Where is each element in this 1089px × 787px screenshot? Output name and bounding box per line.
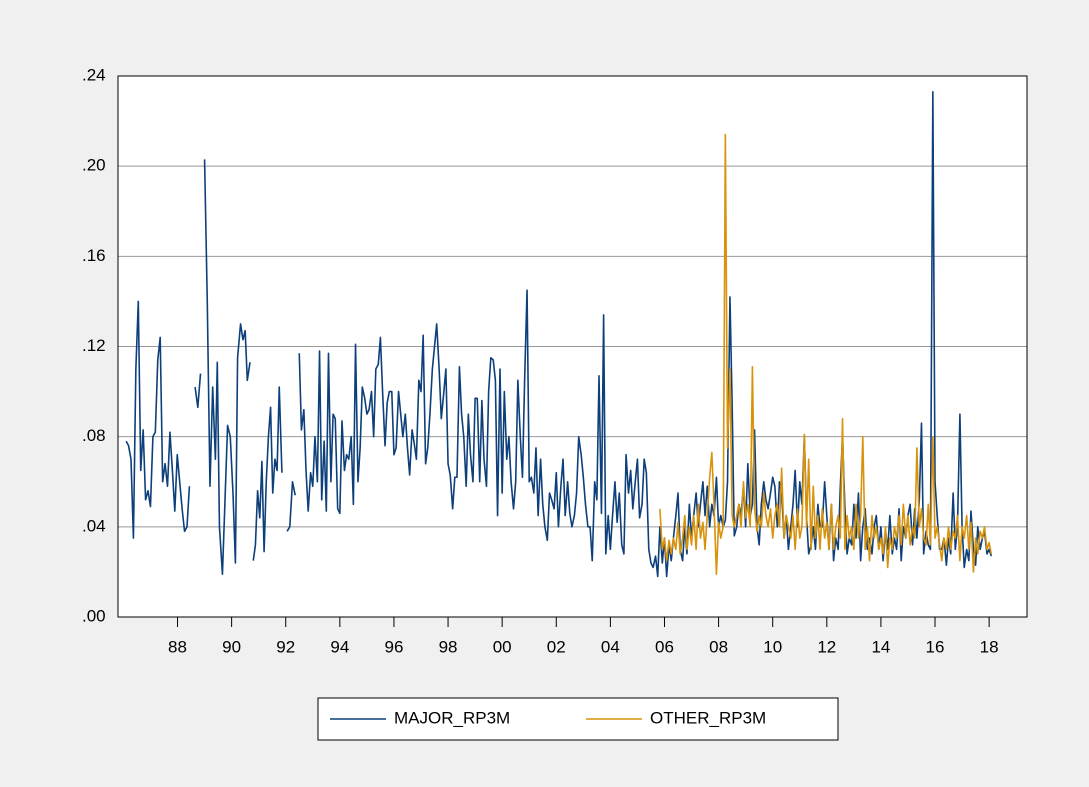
y-tick-label: .00 <box>82 606 106 625</box>
axes: .00 .04 .08 .12 .16 .20 .24 88 90 92 94 96 98 00 02 04 0… <box>82 65 999 656</box>
y-tick-label: .08 <box>82 426 106 445</box>
x-tick-label: 14 <box>871 637 890 656</box>
lines <box>125 90 993 578</box>
x-tick-label: 12 <box>817 637 836 656</box>
plot-frame <box>117 75 1028 618</box>
y-tick-label: .20 <box>82 156 106 175</box>
legend-label: OTHER_RP3M <box>650 708 766 727</box>
x-tick-label: 06 <box>655 637 674 656</box>
x-tick-label: 92 <box>276 637 295 656</box>
legend: MAJOR_RP3M OTHER_RP3M <box>330 708 766 727</box>
x-tick-label: 96 <box>384 637 403 656</box>
x-tick-label: 16 <box>926 637 945 656</box>
series-line <box>659 133 993 575</box>
x-tick-label: 10 <box>763 637 782 656</box>
x-tick-label: 18 <box>980 637 999 656</box>
legend-box <box>317 697 839 741</box>
y-tick-label: .24 <box>82 65 106 84</box>
x-tick-label: 00 <box>493 637 512 656</box>
x-tick-label: 90 <box>222 637 241 656</box>
x-tick-label: 08 <box>709 637 728 656</box>
y-tick-label: .16 <box>82 246 106 265</box>
y-tick-label: .12 <box>82 336 106 355</box>
y-tick-label: .04 <box>82 516 106 535</box>
x-tick-label: 04 <box>601 637 620 656</box>
legend-label: MAJOR_RP3M <box>394 708 510 727</box>
x-tick-label: 98 <box>439 637 458 656</box>
x-tick-label: 94 <box>330 637 349 656</box>
series-line <box>125 90 993 578</box>
x-tick-label: 02 <box>547 637 566 656</box>
x-tick-label: 88 <box>168 637 187 656</box>
